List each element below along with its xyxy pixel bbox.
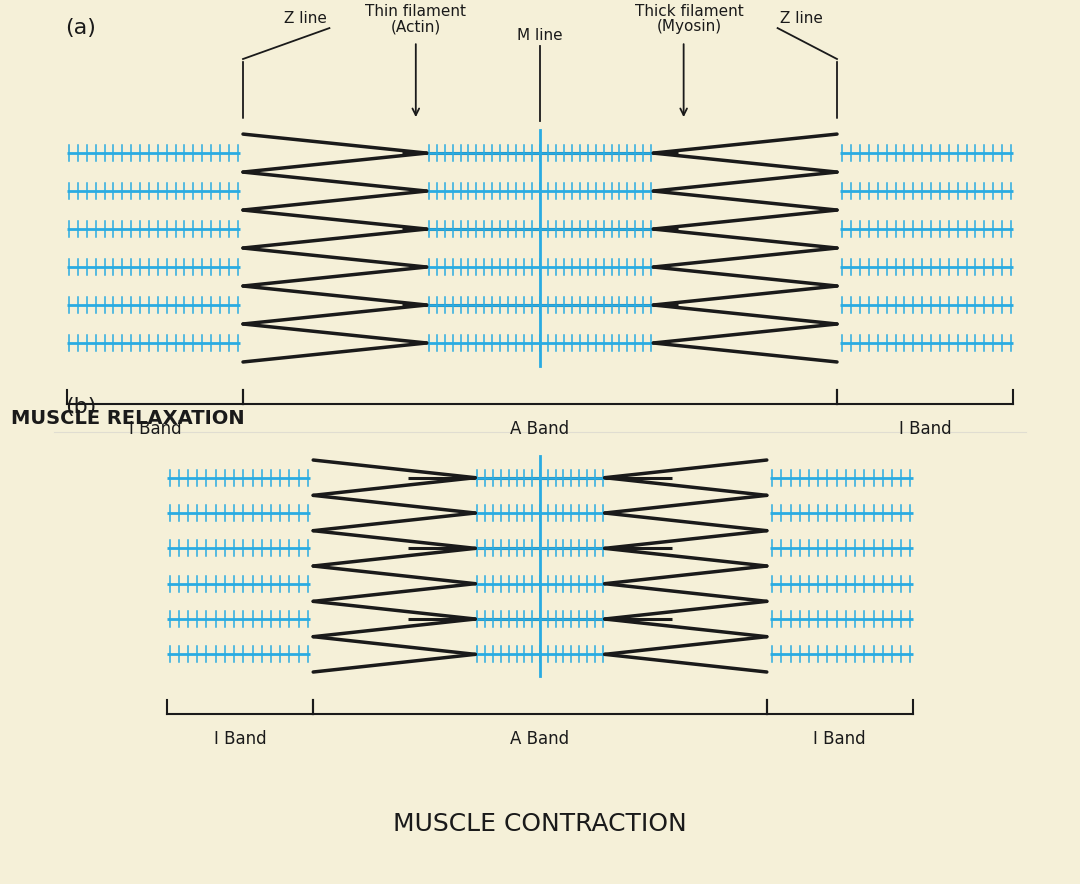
Text: (a): (a) <box>66 18 96 38</box>
Text: (Myosin): (Myosin) <box>657 19 721 34</box>
Text: MUSCLE RELAXATION: MUSCLE RELAXATION <box>11 408 244 428</box>
Text: I Band: I Band <box>129 420 181 438</box>
Text: (b): (b) <box>65 397 97 417</box>
Text: M line: M line <box>517 28 563 43</box>
Text: Z line: Z line <box>284 11 327 27</box>
Text: MUSCLE CONTRACTION: MUSCLE CONTRACTION <box>393 812 687 836</box>
Text: A Band: A Band <box>511 730 569 749</box>
Text: I Band: I Band <box>214 730 267 749</box>
Text: Thick filament: Thick filament <box>635 4 743 19</box>
Text: I Band: I Band <box>899 420 951 438</box>
Text: Z line: Z line <box>780 11 823 27</box>
Text: A Band: A Band <box>511 420 569 438</box>
Text: I Band: I Band <box>813 730 866 749</box>
Text: Thin filament: Thin filament <box>365 4 467 19</box>
Text: (Actin): (Actin) <box>391 19 441 34</box>
